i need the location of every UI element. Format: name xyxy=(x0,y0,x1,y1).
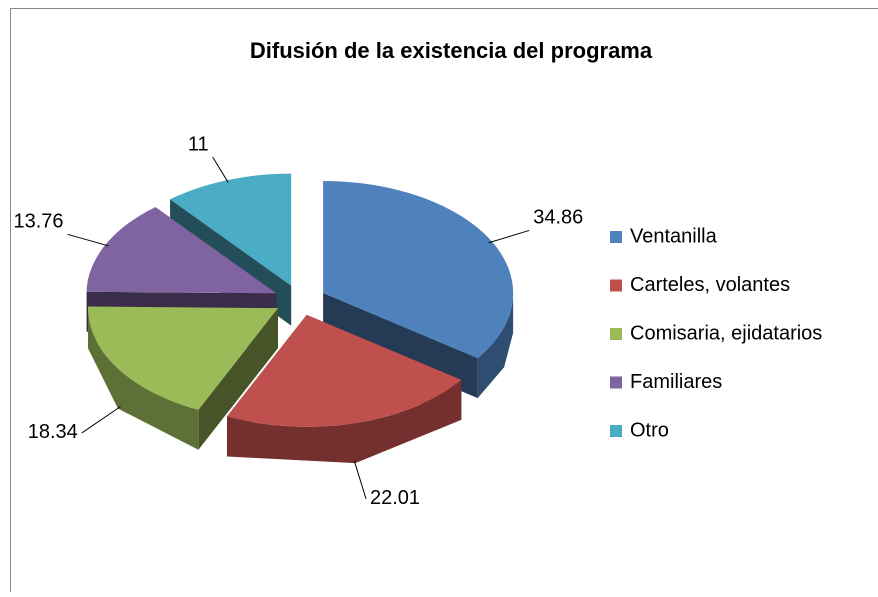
legend-swatch xyxy=(610,377,622,389)
data-label: 11 xyxy=(188,133,209,155)
data-label: 22.01 xyxy=(370,487,420,509)
chart-title: Difusión de la existencia del programa xyxy=(250,38,653,63)
legend-swatch xyxy=(610,280,622,292)
legend-swatch xyxy=(610,231,622,243)
legend-label: Ventanilla xyxy=(630,225,718,247)
legend-swatch xyxy=(610,328,622,340)
legend-label: Comisaria, ejidatarios xyxy=(630,322,822,344)
data-label: 34.86 xyxy=(533,207,583,229)
legend-label: Otro xyxy=(630,419,669,441)
legend-swatch xyxy=(610,425,622,437)
data-label: 18.34 xyxy=(28,421,78,443)
legend-label: Familiares xyxy=(630,371,722,393)
legend-label: Carteles, volantes xyxy=(630,274,790,296)
data-label: 13.76 xyxy=(13,211,63,233)
